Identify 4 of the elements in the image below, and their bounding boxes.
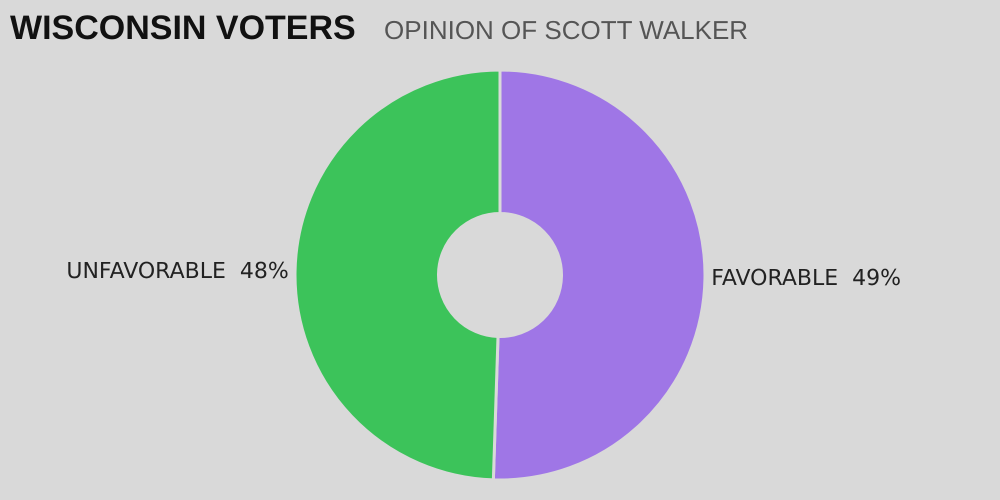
slice-label: FAVORABLE 49% (711, 266, 902, 291)
slice-label: UNFAVORABLE 48% (66, 259, 289, 284)
chart-title: WISCONSIN VOTERS (10, 8, 356, 47)
chart-subtitle: OPINION OF SCOTT WALKER (384, 14, 748, 45)
